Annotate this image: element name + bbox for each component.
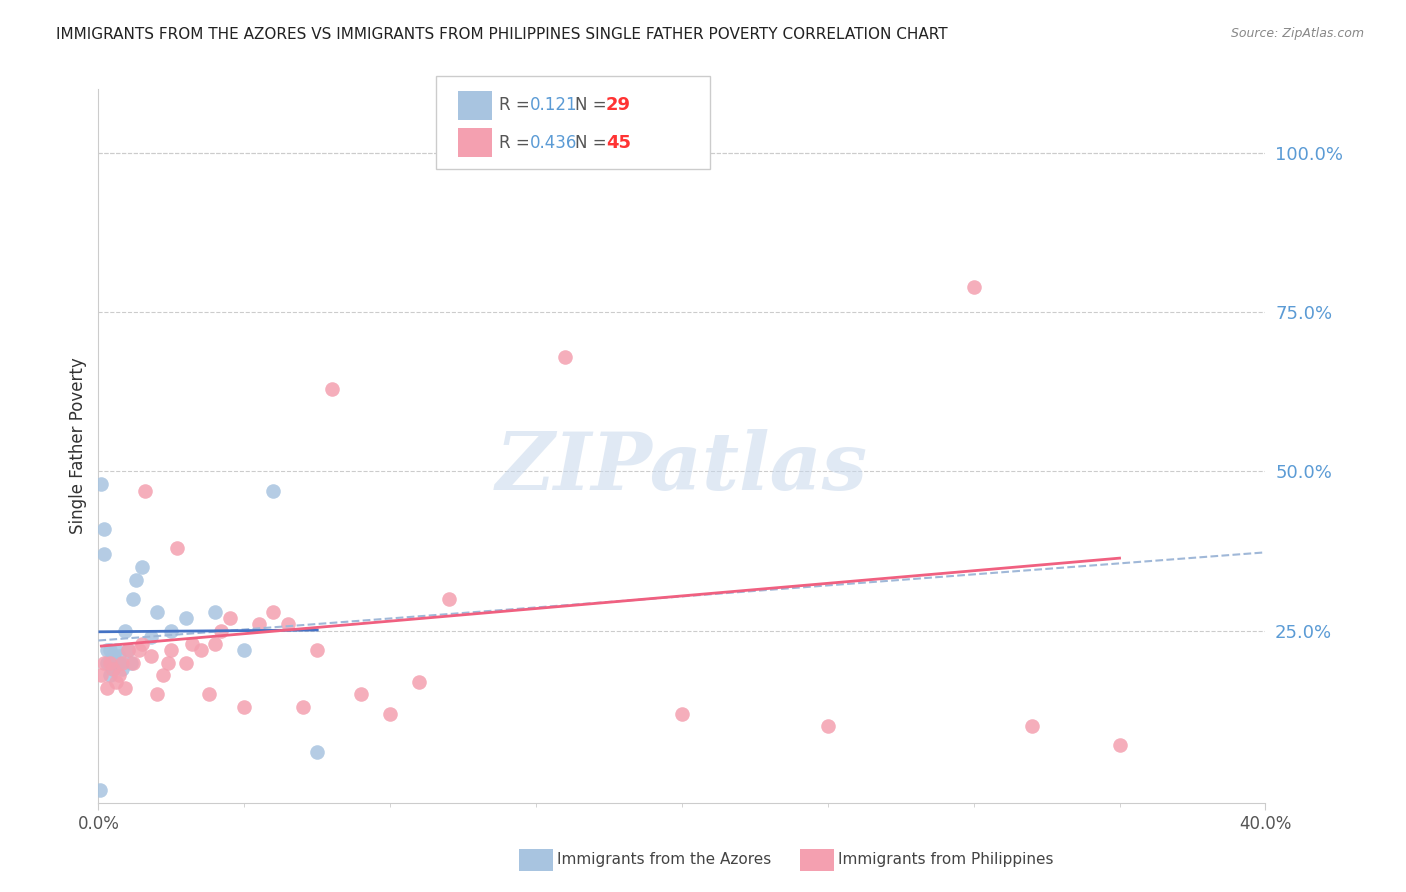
Point bbox=[1021, 719, 1043, 733]
Point bbox=[125, 573, 148, 587]
Point bbox=[108, 649, 131, 664]
Point bbox=[378, 706, 402, 721]
Point bbox=[152, 668, 174, 682]
Point bbox=[101, 649, 124, 664]
Point bbox=[495, 145, 517, 160]
Text: R =: R = bbox=[499, 134, 536, 152]
Point bbox=[108, 668, 131, 682]
Text: 29: 29 bbox=[606, 96, 631, 114]
Point bbox=[131, 560, 153, 574]
Point bbox=[101, 662, 124, 676]
Point bbox=[120, 656, 142, 670]
Text: R =: R = bbox=[499, 96, 536, 114]
Point bbox=[96, 643, 118, 657]
Point bbox=[96, 656, 118, 670]
Point bbox=[671, 706, 693, 721]
Point bbox=[122, 591, 145, 606]
Point bbox=[104, 674, 127, 689]
Point bbox=[437, 591, 460, 606]
Point bbox=[174, 611, 197, 625]
Point bbox=[117, 643, 139, 657]
Point bbox=[166, 541, 188, 555]
Point bbox=[104, 656, 127, 670]
Point bbox=[817, 719, 839, 733]
Point bbox=[139, 630, 162, 644]
Text: 45: 45 bbox=[606, 134, 631, 152]
Y-axis label: Single Father Poverty: Single Father Poverty bbox=[69, 358, 87, 534]
Point bbox=[233, 700, 256, 714]
Point bbox=[114, 624, 136, 638]
Point bbox=[131, 636, 153, 650]
Point bbox=[218, 611, 240, 625]
Point bbox=[321, 382, 343, 396]
Text: Source: ZipAtlas.com: Source: ZipAtlas.com bbox=[1230, 27, 1364, 40]
Point bbox=[554, 350, 576, 364]
Point bbox=[93, 522, 115, 536]
Text: ZIPatlas: ZIPatlas bbox=[496, 429, 868, 506]
Point bbox=[204, 605, 226, 619]
Point bbox=[350, 688, 373, 702]
Point bbox=[262, 483, 284, 498]
Point bbox=[111, 662, 134, 676]
Text: IMMIGRANTS FROM THE AZORES VS IMMIGRANTS FROM PHILIPPINES SINGLE FATHER POVERTY : IMMIGRANTS FROM THE AZORES VS IMMIGRANTS… bbox=[56, 27, 948, 42]
Point bbox=[160, 624, 183, 638]
Text: Immigrants from the Azores: Immigrants from the Azores bbox=[557, 853, 770, 867]
Point bbox=[262, 605, 284, 619]
Point bbox=[96, 681, 118, 695]
Point bbox=[146, 605, 169, 619]
Point bbox=[93, 547, 115, 561]
Point bbox=[111, 656, 134, 670]
Point bbox=[174, 656, 197, 670]
Point bbox=[408, 674, 430, 689]
Point bbox=[104, 643, 127, 657]
Point bbox=[146, 688, 169, 702]
Point bbox=[160, 643, 183, 657]
Text: N =: N = bbox=[575, 134, 612, 152]
Point bbox=[139, 649, 162, 664]
Point bbox=[114, 681, 136, 695]
Point bbox=[307, 745, 329, 759]
Point bbox=[89, 783, 111, 797]
Point bbox=[180, 636, 202, 650]
Point bbox=[122, 656, 145, 670]
Point bbox=[134, 483, 156, 498]
Point bbox=[198, 688, 221, 702]
Point bbox=[128, 643, 150, 657]
Point bbox=[93, 656, 115, 670]
Point bbox=[157, 656, 180, 670]
Point bbox=[98, 668, 121, 682]
Point bbox=[307, 643, 329, 657]
Text: N =: N = bbox=[575, 96, 612, 114]
Point bbox=[117, 643, 139, 657]
Point bbox=[277, 617, 299, 632]
Point bbox=[233, 643, 256, 657]
Text: 0.121: 0.121 bbox=[530, 96, 578, 114]
Text: Immigrants from Philippines: Immigrants from Philippines bbox=[838, 853, 1053, 867]
Point bbox=[204, 636, 226, 650]
Point bbox=[98, 643, 121, 657]
Point bbox=[209, 624, 232, 638]
Point bbox=[90, 668, 112, 682]
Text: 0.436: 0.436 bbox=[530, 134, 578, 152]
Point bbox=[90, 477, 112, 491]
Point bbox=[1108, 739, 1130, 753]
Point bbox=[108, 656, 131, 670]
Point bbox=[190, 643, 212, 657]
Point bbox=[247, 617, 270, 632]
Point bbox=[962, 279, 984, 293]
Point bbox=[101, 662, 124, 676]
Point bbox=[98, 656, 121, 670]
Point bbox=[291, 700, 314, 714]
